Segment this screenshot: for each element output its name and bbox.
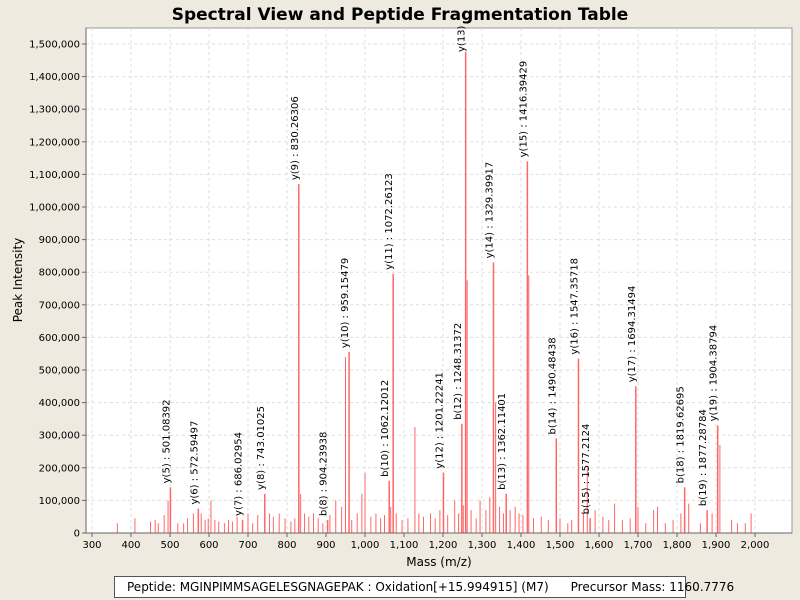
x-tick-label: 1,000 [351,540,380,551]
peak-label: y(10) : 959.15479 [340,258,351,348]
y-tick-label: 800,000 [39,268,80,279]
peak-label: y(12) : 1201.22241 [434,372,445,469]
y-tick-label: 500,000 [39,366,80,377]
x-tick-label: 400 [121,540,140,551]
y-tick-label: 1,400,000 [29,72,80,83]
x-tick-label: 1,500 [546,540,575,551]
peak-labels-layer: y(5) : 501.08392 y(6) : 572.59497 y(7) : 6… [161,25,719,516]
x-axis-label: Mass (m/z) [406,555,471,569]
x-tick-label: 700 [238,540,257,551]
peak-label: b(14) : 1490.48438 [547,337,558,434]
peak-label: y(9) : 830.26306 [290,96,301,180]
peaks-layer [116,52,752,533]
peak-label: b(12) : 1248.31372 [453,323,464,420]
peak-label: y(7) : 686.02954 [234,432,245,516]
x-tick-label: 2,000 [741,540,770,551]
peak-label: b(18) : 1819.62695 [676,386,687,483]
y-tick-label: 1,000,000 [29,203,80,214]
y-tick-label: 300,000 [39,431,80,442]
peptide-text: Peptide: MGINPIMMSAGELESGNAGEPAK : Oxida… [127,580,549,594]
chart-title: Spectral View and Peptide Fragmentation … [172,5,629,25]
y-tick-label: 1,300,000 [29,105,80,116]
plot-area [85,27,793,534]
y-tick-label: 600,000 [39,333,80,344]
x-tick-label: 500 [160,540,179,551]
peak-label: y(5) : 501.08392 [161,399,172,483]
y-tick-label: 1,100,000 [29,170,80,181]
y-tick-label: 100,000 [39,496,80,507]
x-tick-label: 1,600 [585,540,614,551]
y-tick-label: 200,000 [39,463,80,474]
peak-label: y(19) : 1904.38794 [709,325,720,422]
x-tick-label: 1,300 [468,540,497,551]
peak-label: y(8) : 743.01025 [256,406,267,490]
peak-label: b(10) : 1062.12012 [380,380,391,477]
y-axis-label: Peak Intensity [11,238,25,323]
x-tick-label: 1,200 [429,540,458,551]
precursor-mass-text: Precursor Mass: 1160.7776 [570,580,735,594]
x-tick-label: 1,700 [624,540,653,551]
peak-label: y(13) [457,25,468,52]
x-tick-label: 1,400 [507,540,536,551]
y-tick-label: 0 [74,529,80,540]
x-tick-label: 300 [82,540,101,551]
peak-label: b(13) : 1362.11401 [497,393,508,490]
x-tick-label: 600 [199,540,218,551]
x-tick-label: 1,800 [663,540,692,551]
y-tick-label: 400,000 [39,398,80,409]
axes: 0 100,000 200,000 300,000 400,000 500,000 600,… [29,28,792,551]
x-tick-label: 1,100 [390,540,419,551]
peak-label: b(19) : 1877.28784 [698,409,709,506]
y-tick-label: 1,500,000 [29,40,80,51]
x-tick-label: 800 [277,540,296,551]
x-tick-label: 900 [316,540,335,551]
peak-label: b(8) : 904.23938 [319,432,330,516]
x-tick-label: 1,900 [702,540,731,551]
y-tick-label: 900,000 [39,235,80,246]
y-tick-label: 700,000 [39,300,80,311]
y-tick-label: 1,200,000 [29,137,80,148]
peak-label: y(11) : 1072.26123 [384,173,395,270]
peak-label: y(17) : 1694.31494 [627,286,638,383]
peak-label: y(6) : 572.59497 [189,421,200,505]
footer-info-box: Peptide: MGINPIMMSAGELESGNAGEPAK : Oxida… [114,576,734,598]
peak-label: b(15) : 1577.2124 [581,424,592,515]
peak-label: y(15) : 1416.39429 [518,61,529,158]
peak-label: y(16) : 1547.35718 [569,258,580,355]
peak-label: y(14) : 1329.39917 [484,162,495,259]
